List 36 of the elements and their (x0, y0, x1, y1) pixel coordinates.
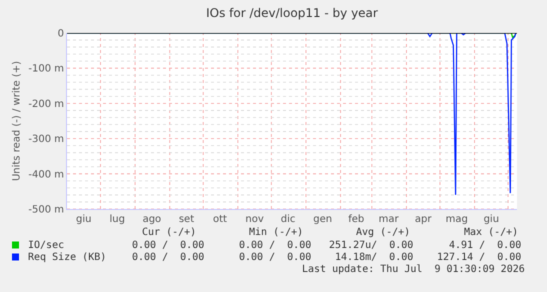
text: 14.18m/ 0.00 (335, 252, 414, 263)
y-tick-label: -400 m (28, 169, 64, 180)
y-axis-title: Units read (-) / write (+) (11, 60, 22, 182)
legend-label: IO/sec (28, 240, 64, 251)
text: 0.00 / 0.00 (239, 252, 312, 263)
text: 0.00 / 0.00 (239, 240, 312, 251)
text: 4.91 / 0.00 (449, 240, 522, 251)
y-tick-label: -200 m (28, 98, 64, 110)
y-tick-label: 0 (58, 28, 64, 40)
text: 127.14 / 0.00 (437, 252, 522, 263)
x-tick-label: mar (378, 214, 400, 225)
x-tick-label: set (178, 214, 194, 225)
y-tick-label: -100 m (28, 64, 64, 75)
x-tick-label: apr (414, 214, 432, 225)
x-tick-label: ott (212, 214, 228, 225)
text: Last update: Thu Jul 9 01:30:09 2026 (302, 264, 525, 275)
text: Avg (-/+) (356, 227, 410, 238)
text: Max (-/+) (464, 227, 518, 238)
x-tick-label: giu (76, 214, 92, 225)
text: 251.27u/ 0.00 (329, 240, 414, 251)
text: 0.00 / 0.00 (132, 252, 204, 263)
x-tick-label: nov (245, 214, 264, 225)
chart-title: IOs for /dev/loop11 - by year (206, 6, 378, 20)
x-tick-label: giu (484, 214, 500, 225)
x-tick-label: dic (280, 214, 296, 225)
text: 0.00 / 0.00 (132, 240, 204, 251)
x-tick-label: mag (446, 214, 468, 225)
legend-label: Req Size (KB) (28, 252, 106, 263)
x-tick-label: gen (313, 214, 332, 225)
text: Min (-/+) (249, 227, 304, 238)
text: Cur (-/+) (142, 227, 196, 238)
y-tick-label: -300 m (28, 134, 64, 146)
x-tick-label: feb (348, 214, 364, 225)
x-tick-label: ago (142, 214, 162, 225)
y-tick-label: -500 m (28, 204, 64, 216)
x-tick-label: lug (110, 214, 125, 225)
